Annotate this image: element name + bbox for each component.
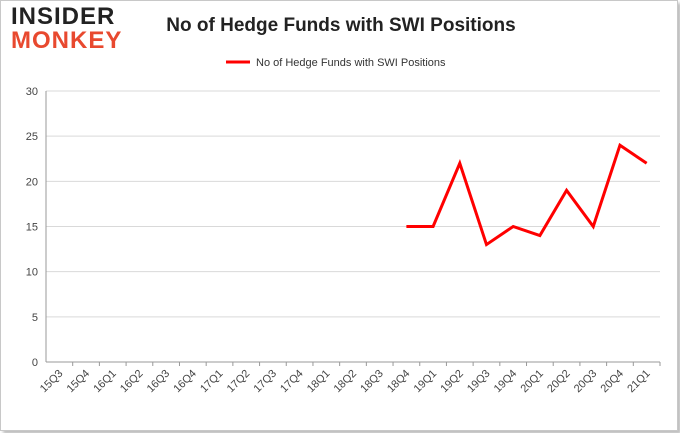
x-tick-label: 18Q2 [332, 368, 360, 396]
x-tick-label: 18Q3 [358, 368, 386, 396]
x-tick-label: 16Q2 [118, 368, 146, 396]
x-tick-label: 18Q4 [385, 368, 413, 396]
x-tick-label: 19Q2 [438, 368, 466, 396]
series-line-0 [406, 142, 648, 247]
x-tick-label: 19Q3 [465, 368, 493, 396]
x-tick-label: 21Q1 [625, 368, 653, 396]
x-tick-label: 20Q2 [545, 368, 573, 396]
x-tick-label: 17Q1 [198, 368, 226, 396]
y-tick-label: 10 [26, 267, 38, 279]
x-tick-label: 19Q4 [492, 368, 520, 396]
y-tick-label: 5 [32, 312, 38, 324]
x-tick-label: 18Q1 [305, 368, 333, 396]
x-tick-label: 15Q4 [65, 368, 93, 396]
y-tick-label: 25 [26, 131, 38, 143]
legend-label: No of Hedge Funds with SWI Positions [256, 57, 446, 69]
x-tick-label: 16Q1 [91, 368, 119, 396]
x-tick-label: 16Q3 [145, 368, 173, 396]
x-tick-label: 19Q1 [412, 368, 440, 396]
x-axis-ticks: 15Q3 15Q4 16Q1 16Q2 16Q3 16Q4 17Q1 17Q2 17Q3 17Q4… [38, 362, 661, 396]
legend: No of Hedge Funds with SWI Positions [226, 57, 446, 69]
y-axis-ticks: 0 5 10 15 20 25 30 [26, 86, 38, 369]
gridlines [45, 90, 660, 363]
x-tick-label: 15Q3 [38, 368, 66, 396]
series-layer [406, 142, 648, 247]
y-tick-label: 15 [26, 222, 38, 234]
x-tick-label: 16Q4 [171, 368, 199, 396]
x-tick-label: 20Q3 [572, 368, 600, 396]
insider-monkey-logo: INSIDER MONKEY [11, 5, 131, 59]
x-tick-label: 20Q4 [599, 368, 627, 396]
chart-title: No of Hedge Funds with SWI Positions [166, 15, 516, 36]
x-tick-label: 17Q3 [252, 368, 280, 396]
y-tick-label: 20 [26, 176, 38, 188]
y-tick-label: 30 [26, 86, 38, 98]
x-tick-label: 17Q2 [225, 368, 253, 396]
x-tick-label: 20Q1 [518, 368, 546, 396]
y-tick-label: 0 [32, 357, 38, 369]
x-tick-label: 17Q4 [278, 368, 306, 396]
logo-line-1: INSIDER [11, 3, 116, 30]
logo-line-2: MONKEY [11, 27, 123, 54]
